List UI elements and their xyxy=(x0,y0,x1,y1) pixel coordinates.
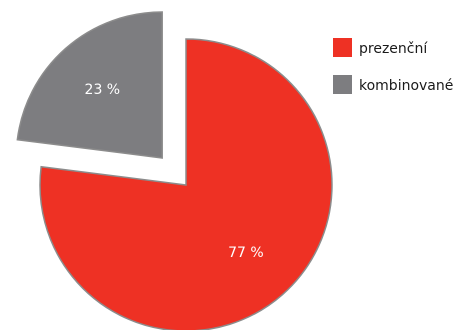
legend-label-prezencni: prezenční xyxy=(359,41,428,57)
legend-swatch-kombinovane xyxy=(333,75,352,94)
legend: prezenční kombinované xyxy=(333,38,453,94)
pie-slice-kombinovane xyxy=(16,11,163,159)
pie-slices xyxy=(16,11,333,330)
legend-label-kombinovane: kombinované xyxy=(359,78,453,94)
legend-item-kombinovane: kombinované xyxy=(333,75,453,94)
slice-label-kombinovane: 23 % xyxy=(85,82,121,98)
pie-slice-labels: 77 % 23 % xyxy=(85,82,264,261)
legend-swatch-prezencni xyxy=(333,38,352,57)
pie-slice-prezencni xyxy=(39,38,333,330)
legend-item-prezencni: prezenční xyxy=(333,38,428,57)
slice-label-prezencni: 77 % xyxy=(228,245,264,261)
